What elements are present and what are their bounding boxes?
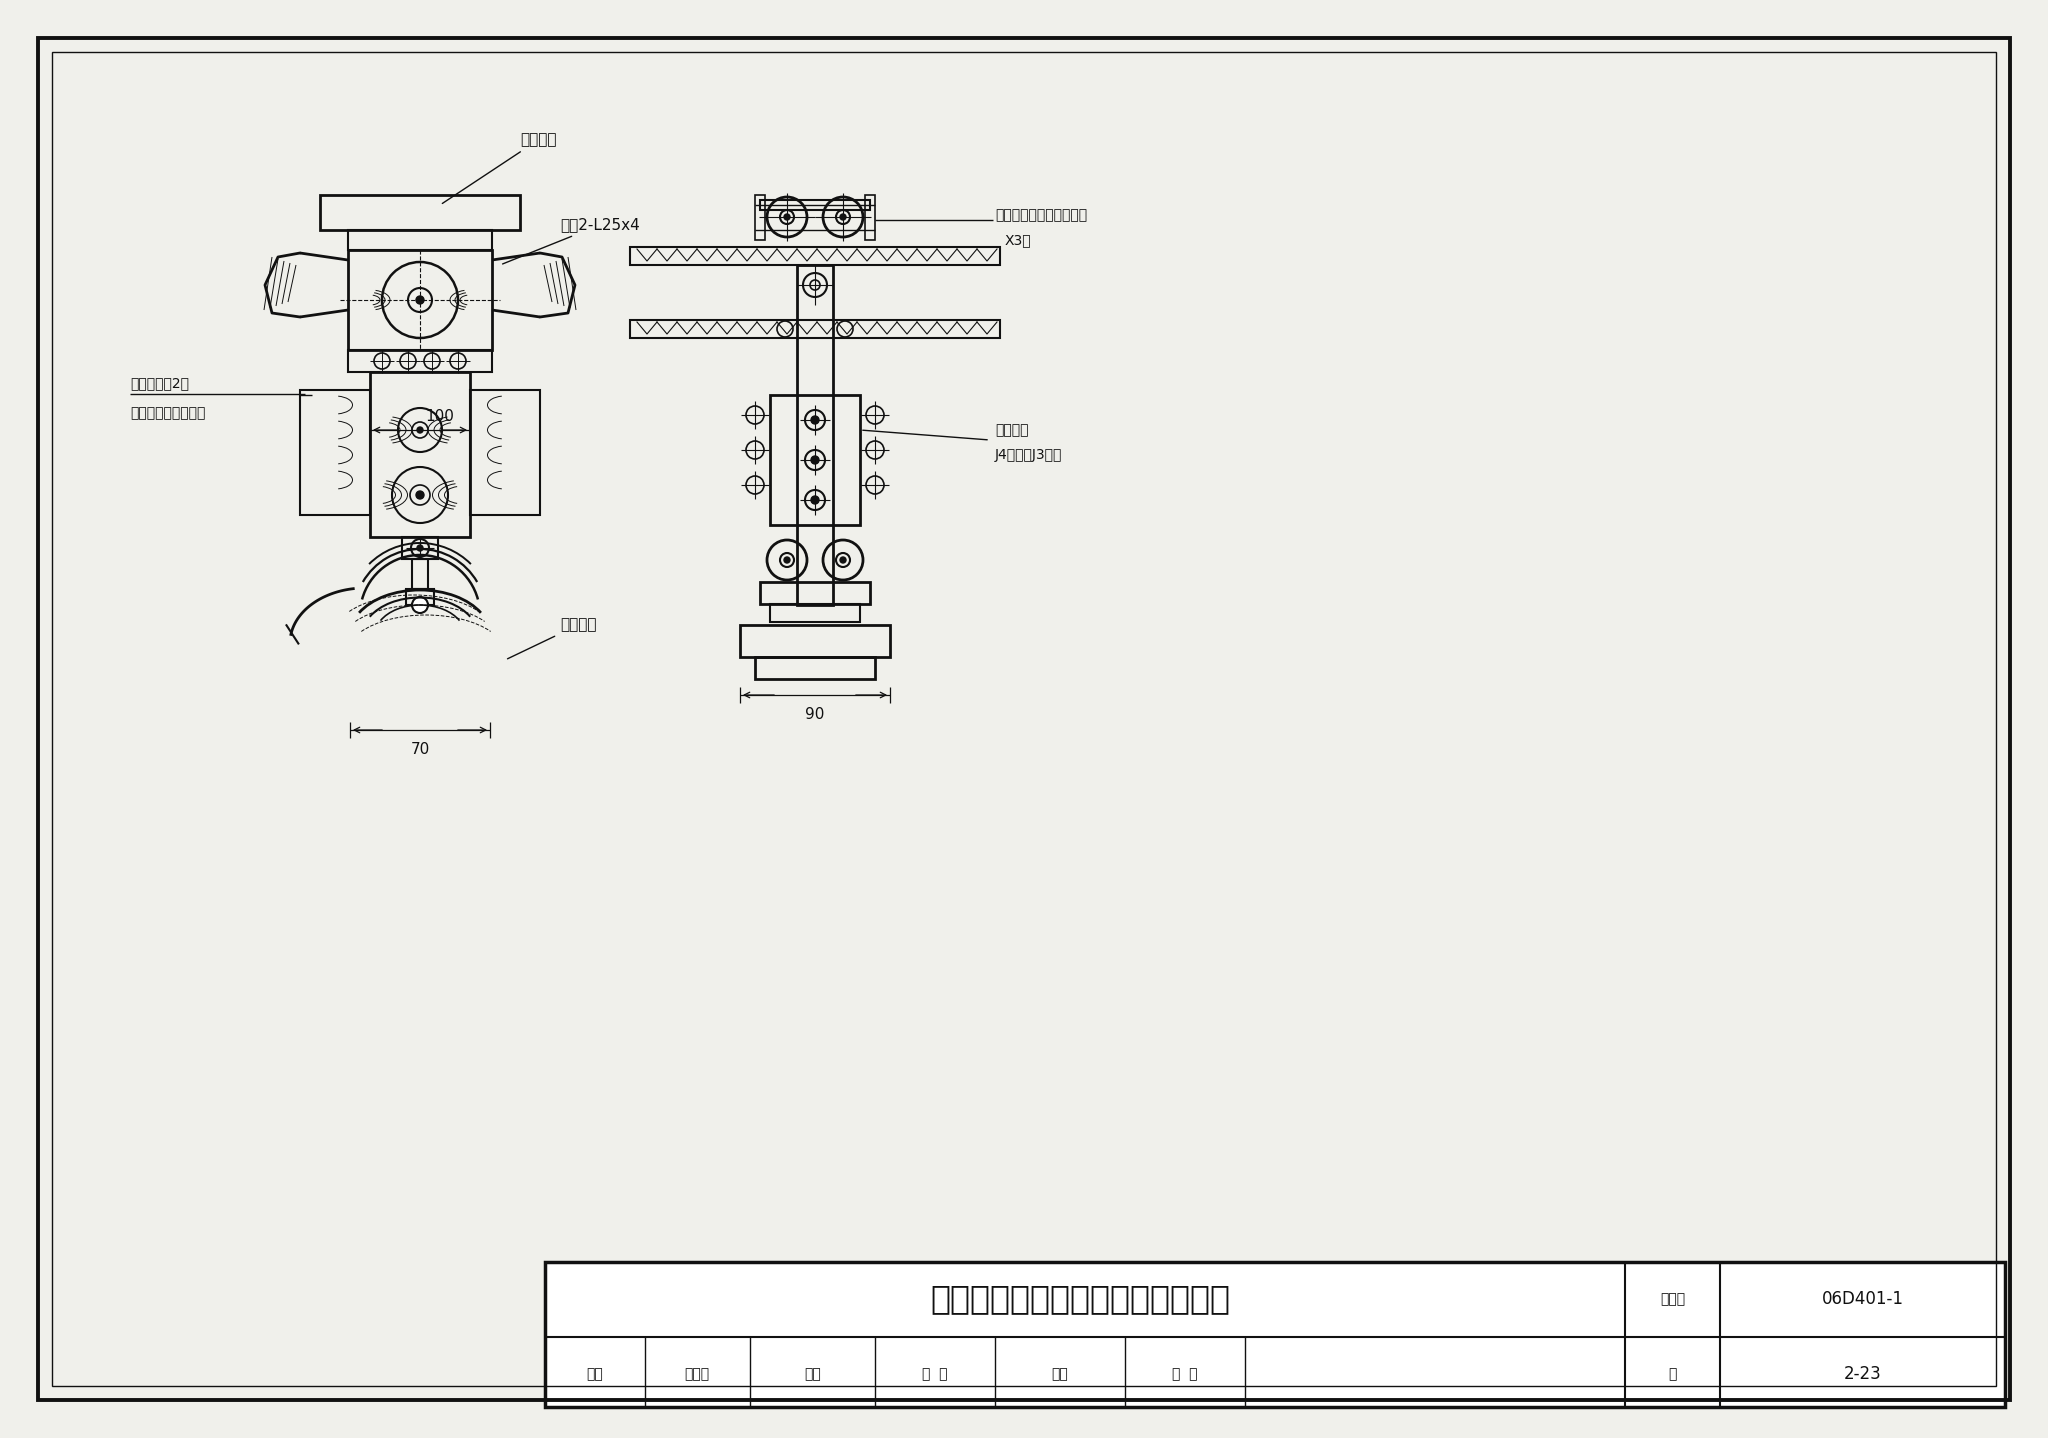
Text: 校对: 校对: [805, 1368, 821, 1380]
Text: 70: 70: [410, 742, 430, 756]
Bar: [348, 230, 492, 250]
Text: 孙  斌: 孙 斌: [922, 1368, 948, 1380]
Circle shape: [416, 296, 424, 303]
Text: 2-23: 2-23: [1843, 1365, 1882, 1383]
Bar: [797, 265, 834, 605]
Bar: [631, 247, 999, 265]
Text: 双角钢滑轨上悬挂装置安装示意图: 双角钢滑轨上悬挂装置安装示意图: [930, 1283, 1231, 1316]
Text: 双角钢滑轨两轮悬挂装置: 双角钢滑轨两轮悬挂装置: [995, 209, 1087, 221]
Circle shape: [418, 427, 424, 433]
Bar: [299, 390, 371, 515]
Bar: [545, 1263, 2005, 1406]
Text: 橡胶撞块: 橡胶撞块: [442, 132, 557, 203]
Text: 电缆夹具: 电缆夹具: [995, 423, 1028, 437]
Bar: [770, 604, 860, 623]
Text: 设计: 设计: [1051, 1368, 1069, 1380]
Bar: [739, 626, 891, 657]
Circle shape: [811, 456, 819, 464]
Bar: [319, 196, 520, 230]
Bar: [469, 390, 541, 515]
Circle shape: [840, 214, 846, 220]
Bar: [401, 536, 438, 559]
Circle shape: [784, 557, 791, 564]
Text: J4型（或J3型）: J4型（或J3型）: [995, 449, 1063, 462]
Bar: [348, 250, 492, 349]
Bar: [348, 349, 492, 372]
Bar: [760, 200, 870, 210]
Bar: [371, 372, 469, 536]
Circle shape: [416, 490, 424, 499]
Text: 页: 页: [1669, 1368, 1677, 1380]
Bar: [864, 196, 874, 240]
Text: 图集号: 图集号: [1661, 1291, 1686, 1306]
Text: 06D401-1: 06D401-1: [1821, 1290, 1903, 1309]
Text: X3型: X3型: [1006, 233, 1032, 247]
Bar: [756, 657, 874, 679]
Circle shape: [811, 496, 819, 503]
Text: 100: 100: [426, 408, 455, 424]
Circle shape: [784, 214, 791, 220]
Circle shape: [418, 545, 424, 551]
Text: 移动电缆: 移动电缆: [508, 617, 596, 659]
Text: 周  宏: 周 宏: [1171, 1368, 1198, 1380]
Bar: [760, 582, 870, 604]
Text: 此处配压板2块: 此处配压板2块: [129, 375, 188, 390]
Text: 审核: 审核: [586, 1368, 604, 1380]
Bar: [631, 321, 999, 338]
Text: 滑轨2-L25x4: 滑轨2-L25x4: [502, 217, 639, 265]
Bar: [770, 395, 860, 525]
Text: 高小平: 高小平: [684, 1368, 709, 1380]
Bar: [756, 196, 766, 240]
Bar: [406, 590, 434, 605]
Text: 90: 90: [805, 707, 825, 722]
Circle shape: [811, 416, 819, 424]
Circle shape: [840, 557, 846, 564]
Circle shape: [412, 597, 428, 613]
Text: （夹牵引钢丝绳用）: （夹牵引钢丝绳用）: [129, 406, 205, 420]
Bar: [412, 559, 428, 590]
